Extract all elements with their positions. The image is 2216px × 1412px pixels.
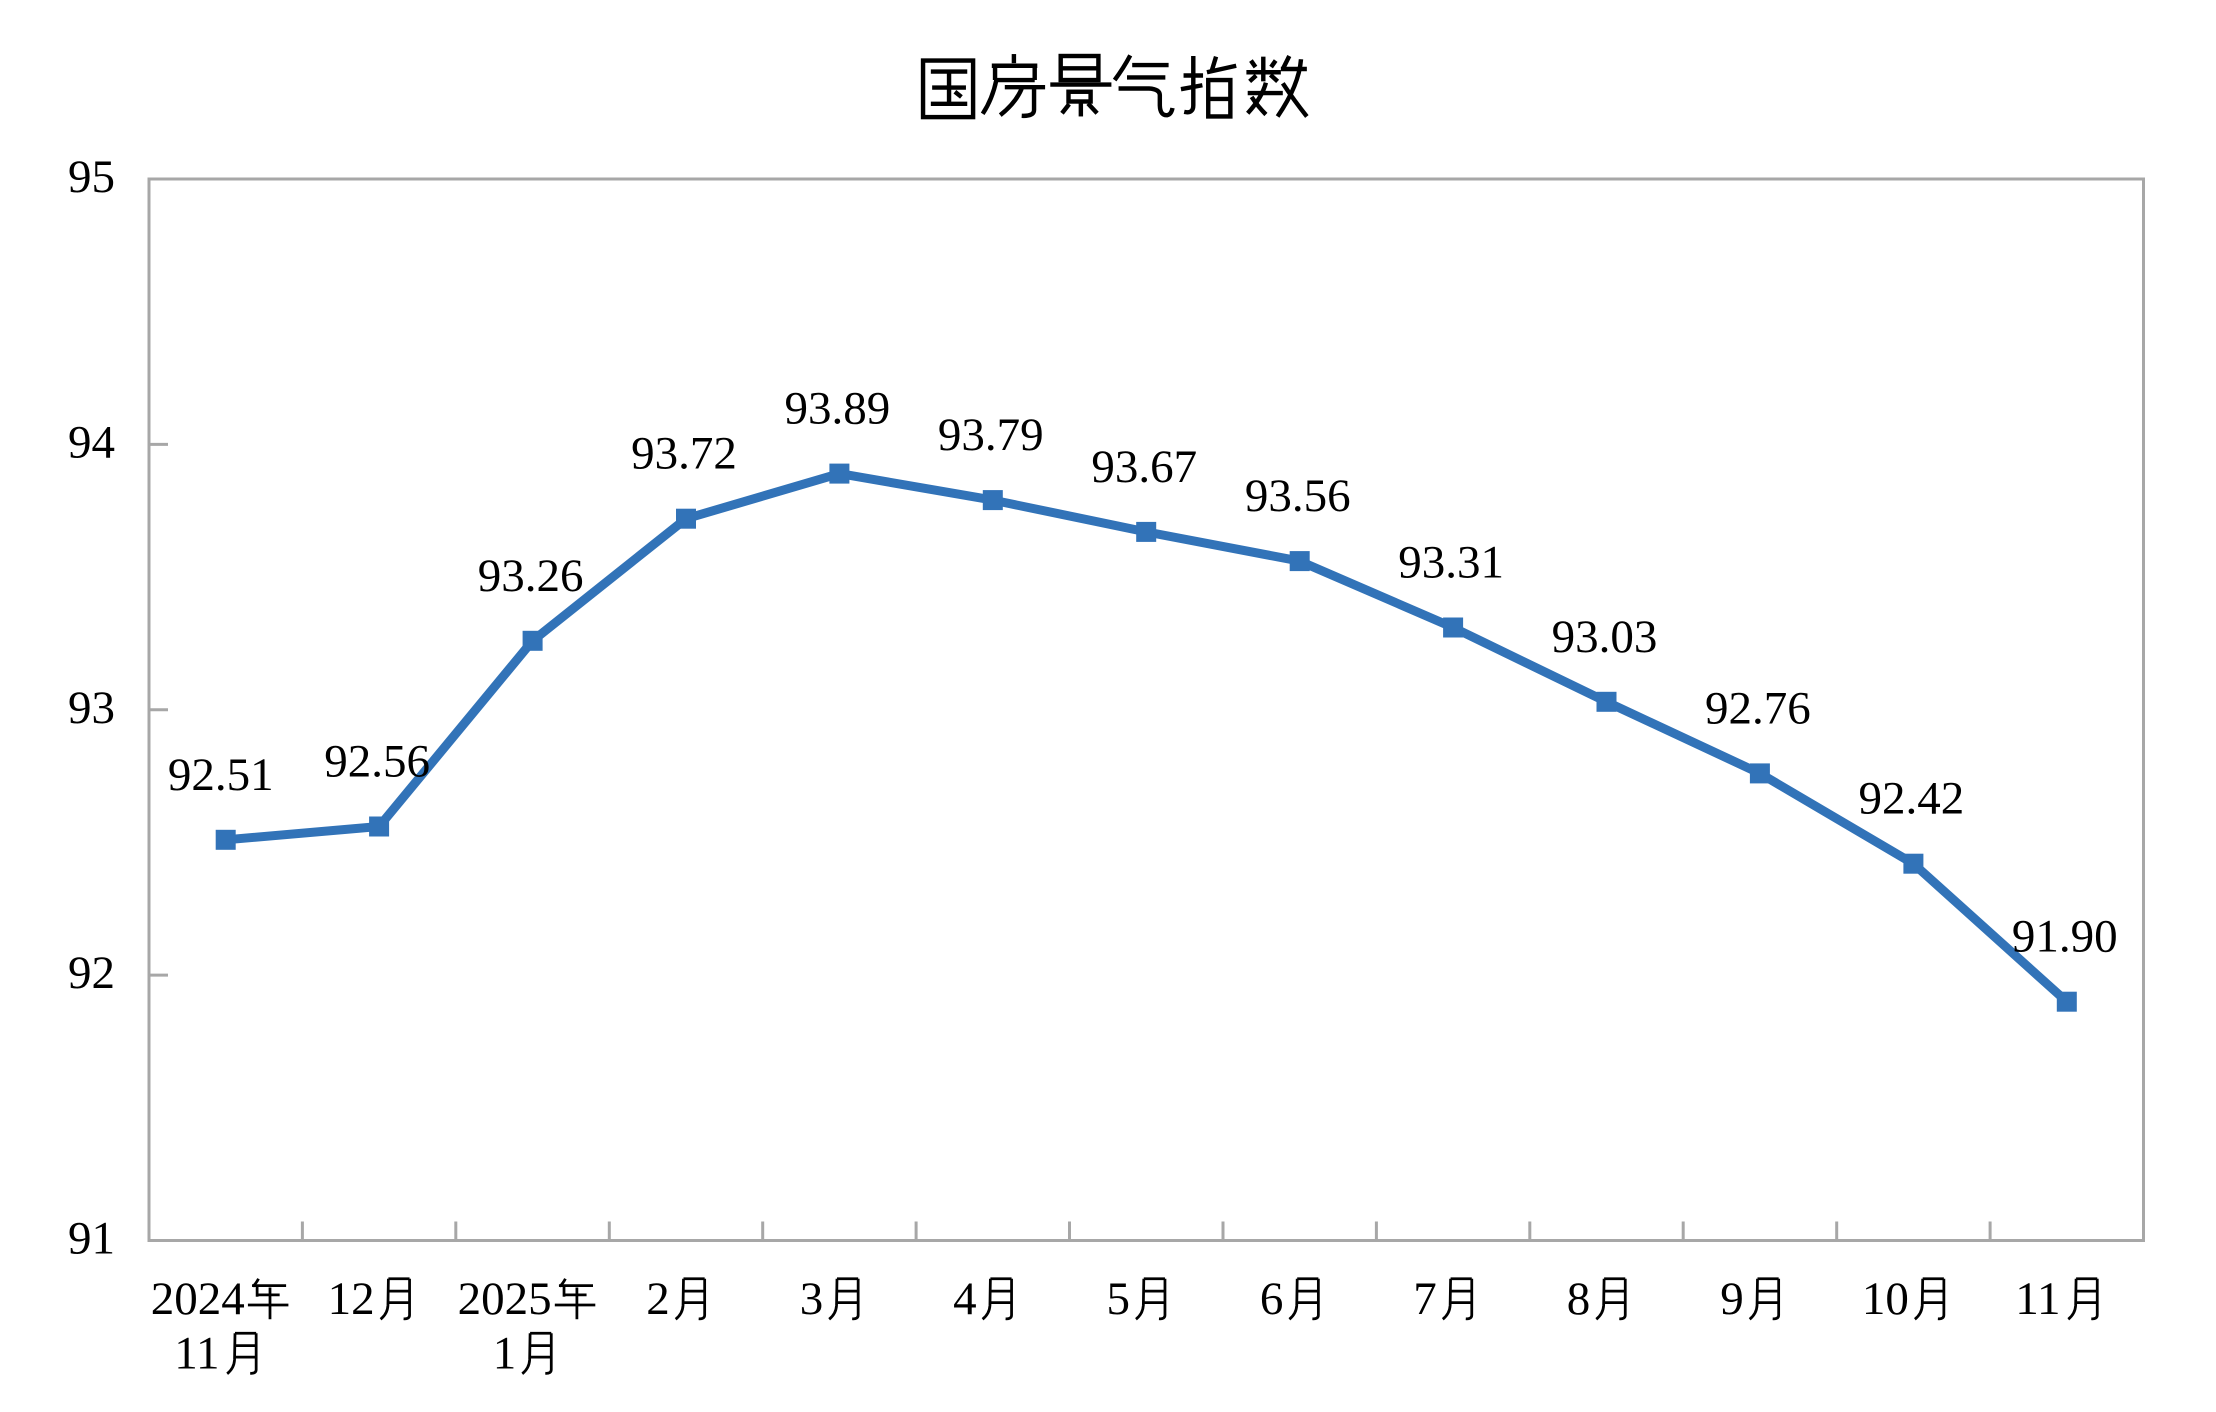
svg-text:91: 91: [68, 1213, 115, 1265]
svg-text:11: 11: [2015, 1273, 2060, 1325]
svg-text:9: 9: [1720, 1273, 1744, 1325]
svg-text:4: 4: [953, 1273, 977, 1325]
svg-text:93.79: 93.79: [938, 409, 1044, 461]
svg-text:7: 7: [1413, 1273, 1437, 1325]
svg-text:6: 6: [1260, 1273, 1284, 1325]
svg-text:92.76: 92.76: [1705, 682, 1811, 734]
svg-text:93.31: 93.31: [1398, 537, 1504, 589]
svg-text:92: 92: [68, 947, 115, 999]
svg-text:10: 10: [1862, 1273, 1909, 1325]
svg-text:5: 5: [1107, 1273, 1131, 1325]
svg-text:2: 2: [646, 1273, 670, 1325]
svg-text:3: 3: [800, 1273, 824, 1325]
svg-text:92.56: 92.56: [324, 736, 430, 788]
svg-text:93.72: 93.72: [631, 428, 737, 480]
svg-text:93.56: 93.56: [1245, 470, 1351, 522]
svg-text:94: 94: [68, 416, 115, 468]
svg-text:12: 12: [328, 1273, 375, 1325]
svg-text:92.51: 92.51: [168, 749, 274, 801]
svg-text:2024: 2024: [151, 1273, 245, 1325]
svg-text:8: 8: [1567, 1273, 1591, 1325]
svg-text:93.03: 93.03: [1552, 611, 1658, 663]
svg-text:2025: 2025: [458, 1273, 552, 1325]
svg-text:93.89: 93.89: [785, 383, 891, 435]
svg-text:92.42: 92.42: [1859, 773, 1965, 825]
svg-text:95: 95: [68, 151, 115, 203]
svg-text:93.67: 93.67: [1091, 441, 1197, 493]
svg-text:93.26: 93.26: [478, 550, 584, 602]
svg-text:1: 1: [493, 1328, 517, 1380]
svg-text:93: 93: [68, 682, 115, 734]
svg-text:91.90: 91.90: [2012, 911, 2118, 963]
svg-text:11: 11: [174, 1328, 219, 1380]
